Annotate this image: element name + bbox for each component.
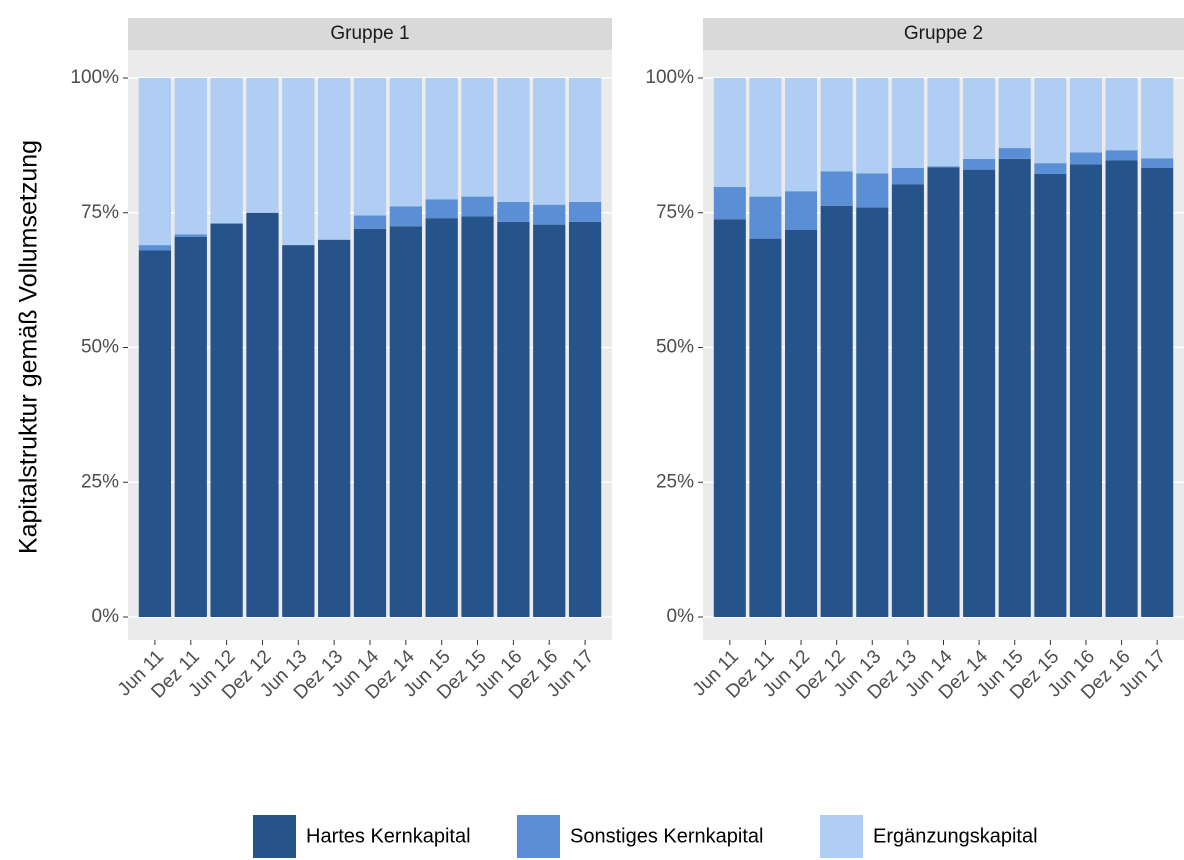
bar-segment xyxy=(856,173,889,208)
bar-segment xyxy=(568,221,602,617)
bar-segment xyxy=(318,239,351,617)
bar-segment xyxy=(963,158,996,170)
bar-segment xyxy=(856,207,889,618)
bar-segment xyxy=(497,201,530,222)
y-tick-label: 25% xyxy=(656,471,694,492)
bar-segment xyxy=(927,166,960,168)
bar-segment xyxy=(389,78,422,207)
bar-segment xyxy=(174,234,207,238)
legend-swatch xyxy=(253,815,296,858)
bar-segment xyxy=(1141,168,1174,617)
bar-segment xyxy=(282,78,315,246)
y-tick-label: 75% xyxy=(81,202,119,223)
bar-segment xyxy=(963,78,996,159)
legend-label: Hartes Kernkapital xyxy=(306,825,471,847)
legend-swatch xyxy=(820,815,863,858)
bar-segment xyxy=(891,168,924,185)
bar-segment xyxy=(533,78,566,205)
bar-segment xyxy=(497,221,530,617)
y-tick-label: 0% xyxy=(667,606,695,627)
panel-title: Gruppe 1 xyxy=(330,23,409,44)
bar-segment xyxy=(533,224,566,617)
y-tick-label: 75% xyxy=(656,202,694,223)
bar-segment xyxy=(246,212,279,617)
bar-segment xyxy=(1105,150,1138,161)
bar-segment xyxy=(353,215,387,229)
bar-segment xyxy=(1069,152,1102,165)
bar-segment xyxy=(1034,163,1067,174)
y-tick-label: 100% xyxy=(70,67,119,88)
bar-segment xyxy=(927,78,960,167)
bar-segment xyxy=(138,250,172,618)
bar-segment xyxy=(1069,78,1102,153)
bar-segment xyxy=(891,184,924,618)
bar-segment xyxy=(749,196,782,239)
bar-segment xyxy=(425,78,458,200)
bar-segment xyxy=(389,206,422,227)
bar-segment xyxy=(1141,158,1174,169)
bar-segment xyxy=(785,78,818,192)
bar-segment xyxy=(1105,78,1138,151)
y-tick-label: 50% xyxy=(656,337,694,358)
legend-swatch xyxy=(517,815,560,858)
bar-segment xyxy=(963,169,996,617)
bar-segment xyxy=(246,78,279,213)
bar-segment xyxy=(568,201,602,222)
bar-segment xyxy=(1141,78,1174,159)
bar-segment xyxy=(533,204,566,225)
bar-segment xyxy=(785,191,818,230)
bar-segment xyxy=(1034,173,1067,617)
bar-segment xyxy=(353,78,387,216)
bar-segment xyxy=(353,228,387,618)
bar-segment xyxy=(461,78,494,197)
bar-segment xyxy=(891,78,924,169)
y-axis-label: Kapitalstruktur gemäß Vollumsetzung xyxy=(15,140,43,554)
bar-segment xyxy=(713,186,746,220)
bar-segment xyxy=(1105,160,1138,618)
strip-background xyxy=(128,18,612,50)
bar-segment xyxy=(138,245,172,251)
bar-segment xyxy=(461,216,494,617)
bar-segment xyxy=(713,78,746,187)
bar-segment xyxy=(425,199,458,219)
y-tick-label: 0% xyxy=(92,606,120,627)
bar-segment xyxy=(713,219,746,617)
y-tick-label: 100% xyxy=(645,67,694,88)
bar-segment xyxy=(318,78,351,240)
bar-segment xyxy=(1034,78,1067,164)
bar-segment xyxy=(389,226,422,617)
panel-title: Gruppe 2 xyxy=(904,23,983,44)
bar-segment xyxy=(927,167,960,617)
bar-segment xyxy=(998,148,1031,159)
strip-background xyxy=(703,18,1184,50)
bar-segment xyxy=(998,158,1031,617)
bar-segment xyxy=(282,245,315,617)
bar-segment xyxy=(820,171,853,206)
bar-segment xyxy=(425,218,458,617)
bar-segment xyxy=(568,78,602,202)
bar-segment xyxy=(497,78,530,202)
y-tick-label: 50% xyxy=(81,337,119,358)
bar-segment xyxy=(138,78,172,246)
bar-segment xyxy=(820,78,853,172)
bar-segment xyxy=(461,196,494,217)
bar-segment xyxy=(174,237,207,617)
bar-segment xyxy=(998,78,1031,149)
bar-segment xyxy=(210,223,243,617)
y-tick-label: 25% xyxy=(81,471,119,492)
bar-segment xyxy=(785,229,818,618)
legend-label: Ergänzungskapital xyxy=(873,825,1038,847)
legend-label: Sonstiges Kernkapital xyxy=(570,825,763,847)
bar-segment xyxy=(856,78,889,174)
bar-segment xyxy=(210,78,243,224)
bar-segment xyxy=(1069,164,1102,618)
bar-segment xyxy=(749,78,782,197)
bar-segment xyxy=(820,205,853,618)
bar-segment xyxy=(749,238,782,617)
bar-segment xyxy=(174,78,207,235)
